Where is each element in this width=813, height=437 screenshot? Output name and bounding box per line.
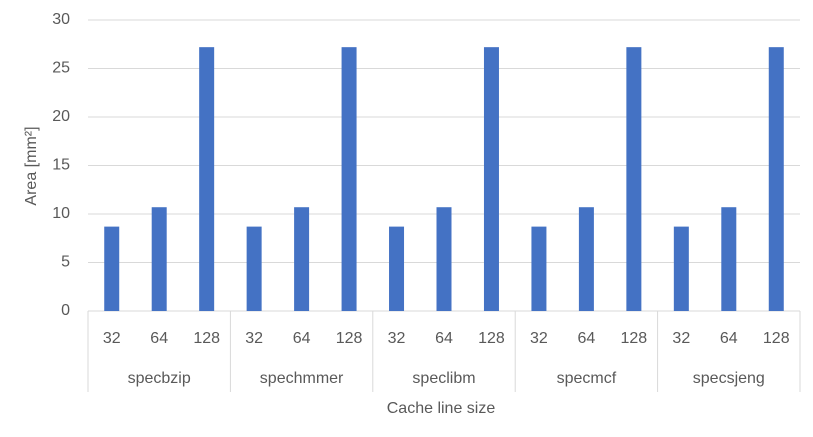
- x-tick-label: 32: [245, 330, 263, 347]
- y-tick-label: 5: [61, 254, 70, 271]
- y-tick-label: 25: [52, 60, 70, 77]
- x-tick-label: 64: [720, 330, 738, 347]
- group-label: spechmmer: [260, 370, 344, 387]
- y-tick-label: 0: [61, 302, 70, 319]
- group-label: speclibm: [412, 370, 475, 387]
- bar: [104, 226, 120, 311]
- bar: [151, 207, 167, 311]
- bar: [199, 47, 215, 311]
- bar: [626, 47, 642, 311]
- x-tick-label: 128: [763, 330, 790, 347]
- bar: [246, 226, 262, 311]
- y-tick-label: 30: [52, 11, 70, 28]
- bar: [483, 47, 499, 311]
- x-tick-label: 32: [530, 330, 548, 347]
- group-label: specbzip: [128, 370, 191, 387]
- y-axis-title: Area [mm²]: [23, 126, 40, 205]
- x-tick-label: 128: [621, 330, 648, 347]
- x-tick-label: 64: [578, 330, 596, 347]
- y-tick-label: 15: [52, 157, 70, 174]
- bar: [673, 226, 689, 311]
- bar: [578, 207, 594, 311]
- group-label: specsjeng: [693, 370, 765, 387]
- x-tick-label: 32: [388, 330, 406, 347]
- x-axis-title: Cache line size: [387, 400, 496, 417]
- bar: [531, 226, 547, 311]
- x-tick-label: 128: [336, 330, 363, 347]
- x-tick-label: 128: [478, 330, 505, 347]
- x-tick-label: 128: [193, 330, 220, 347]
- bar: [768, 47, 784, 311]
- x-tick-label: 64: [435, 330, 453, 347]
- bar: [721, 207, 737, 311]
- group-label: specmcf: [557, 370, 617, 387]
- x-tick-label: 32: [103, 330, 121, 347]
- y-tick-label: 20: [52, 108, 70, 125]
- bar: [389, 226, 405, 311]
- bar: [436, 207, 452, 311]
- bar: [294, 207, 310, 311]
- y-tick-label: 10: [52, 205, 70, 222]
- x-tick-label: 64: [293, 330, 311, 347]
- bar: [341, 47, 357, 311]
- x-tick-label: 64: [150, 330, 168, 347]
- x-tick-label: 32: [672, 330, 690, 347]
